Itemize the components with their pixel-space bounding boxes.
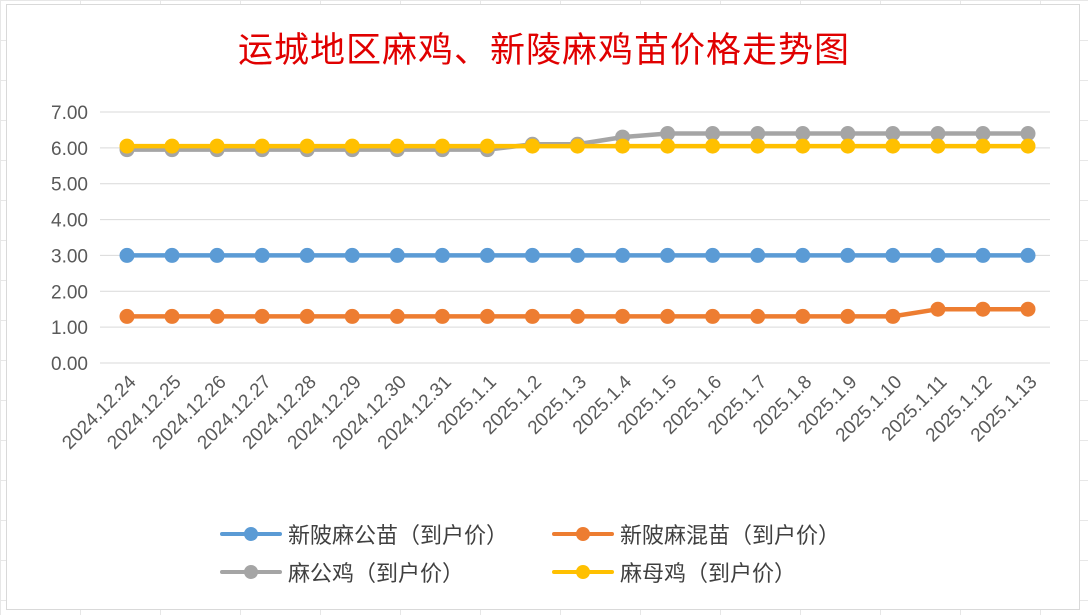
series-4-point xyxy=(299,138,315,154)
series-1-point xyxy=(254,247,270,263)
series-2-point xyxy=(795,308,811,324)
y-tick-label: 7.00 xyxy=(51,103,88,124)
series-4-point xyxy=(164,138,180,154)
series-2-point xyxy=(930,301,946,317)
series-1-point xyxy=(434,247,450,263)
y-tick-label: 6.00 xyxy=(51,139,88,160)
legend-label-series-3: 麻公鸡（到户价） xyxy=(288,562,465,587)
series-1-point xyxy=(389,247,405,263)
series-2-point xyxy=(389,308,405,324)
y-tick-label: 5.00 xyxy=(51,175,88,196)
series-2-point xyxy=(615,308,631,324)
series-1-point xyxy=(705,247,721,263)
series-3-point xyxy=(705,126,721,142)
series-1-point xyxy=(615,247,631,263)
legend-item-series-4: 麻母鸡（到户价） xyxy=(552,556,796,588)
series-3-point xyxy=(975,126,991,142)
y-tick-label: 4.00 xyxy=(51,211,88,232)
series-4-point xyxy=(570,138,585,154)
series-4-point xyxy=(975,138,991,154)
y-tick-label: 3.00 xyxy=(51,246,88,267)
series-1-point xyxy=(930,247,946,263)
series-1-point xyxy=(479,247,495,263)
chart-title: 运城地区麻鸡、新陵麻鸡苗价格走势图 xyxy=(237,31,850,71)
series-2-point xyxy=(524,308,540,324)
series-3-point xyxy=(750,126,766,142)
series-4-point xyxy=(479,138,495,154)
series-3-point xyxy=(885,126,901,142)
series-1-point xyxy=(524,247,540,263)
legend-label-series-2: 新陂麻混苗（到户价） xyxy=(620,524,841,549)
series-1-point xyxy=(209,247,225,263)
legend-marker-series-1 xyxy=(220,527,282,541)
series-1-point xyxy=(1020,247,1036,263)
legend-label-series-1: 新陂麻公苗（到户价） xyxy=(288,524,509,549)
series-1-point xyxy=(660,247,676,263)
series-1-point xyxy=(885,247,901,263)
y-tick-label: 0.00 xyxy=(51,354,88,375)
series-4-point xyxy=(434,138,450,154)
series-2-point xyxy=(840,308,856,324)
legend-item-series-1: 新陂麻公苗（到户价） xyxy=(220,518,508,550)
series-4-point xyxy=(885,138,901,154)
chart-legend: 新陂麻公苗（到户价） 新陂麻混苗（到户价） 麻公鸡（到户价） 麻母鸡（到户价） xyxy=(0,510,1088,590)
series-2-point xyxy=(660,308,676,324)
series-2-point xyxy=(975,301,991,317)
series-2-point xyxy=(750,308,766,324)
series-4-point xyxy=(209,138,225,154)
series-3-point xyxy=(795,126,811,142)
series-1-point xyxy=(840,247,856,263)
legend-marker-series-3 xyxy=(220,565,282,579)
series-2-point xyxy=(434,308,450,324)
series-1-point xyxy=(344,247,360,263)
series-1-point xyxy=(299,247,315,263)
series-2-point xyxy=(570,308,585,324)
series-2-point xyxy=(254,308,270,324)
series-2-point xyxy=(164,308,180,324)
y-tick-label: 1.00 xyxy=(51,318,88,339)
series-3-point xyxy=(840,126,856,142)
series-4-point xyxy=(660,138,676,154)
series-1-point xyxy=(795,247,811,263)
series-1-point xyxy=(570,247,585,263)
series-4-point xyxy=(840,138,856,154)
series-2-point xyxy=(885,308,901,324)
series-4-point xyxy=(389,138,405,154)
series-2-point xyxy=(209,308,225,324)
series-2-point xyxy=(299,308,315,324)
series-4-point xyxy=(1020,138,1036,154)
legend-label-series-4: 麻母鸡（到户价） xyxy=(620,562,797,587)
series-4-point xyxy=(119,138,135,154)
series-4-point xyxy=(254,138,270,154)
series-2-point xyxy=(119,308,135,324)
series-1-point xyxy=(119,247,135,263)
series-4-point xyxy=(795,138,811,154)
series-4-point xyxy=(705,138,721,154)
series-2-point xyxy=(479,308,495,324)
series-4-point xyxy=(930,138,946,154)
series-4-point xyxy=(750,138,766,154)
y-tick-label: 2.00 xyxy=(51,282,88,303)
series-4-point xyxy=(524,138,540,154)
series-3-point xyxy=(1020,126,1036,142)
legend-marker-series-2 xyxy=(552,527,614,541)
series-1-point xyxy=(975,247,991,263)
legend-marker-series-4 xyxy=(552,565,614,579)
series-2-point xyxy=(1020,301,1036,317)
series-4-point xyxy=(615,138,631,154)
series-4-point xyxy=(344,138,360,154)
series-2-point xyxy=(705,308,721,324)
series-1-point xyxy=(164,247,180,263)
series-3-point xyxy=(930,126,946,142)
series-1-point xyxy=(750,247,766,263)
legend-item-series-3: 麻公鸡（到户价） xyxy=(220,556,464,588)
series-2-point xyxy=(344,308,360,324)
legend-item-series-2: 新陂麻混苗（到户价） xyxy=(552,518,840,550)
chart-area[interactable] xyxy=(6,4,1080,610)
series-3-point xyxy=(660,126,676,142)
